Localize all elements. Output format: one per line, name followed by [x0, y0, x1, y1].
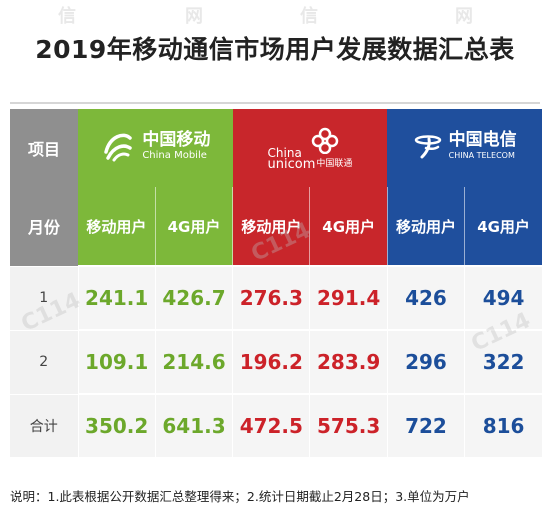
cu-mobile-total-cell: 472.5: [232, 393, 310, 457]
cm-4g-cell: 426.7: [154, 265, 233, 330]
cm-mobile-cell: 241.1: [77, 265, 156, 330]
cu-4g-total-cell: 575.3: [309, 393, 388, 457]
footnote: 说明：1.此表根据公开数据汇总整理得来；2.统计日期截止2月28日；3.单位为万…: [10, 489, 470, 504]
cm-mobile-cell: 109.1: [77, 329, 156, 394]
total-label-cell: 合计: [10, 393, 78, 457]
ct-mobile-users-header: 移动用户: [386, 187, 465, 266]
china-mobile-cn: 中国移动: [142, 129, 211, 150]
watermark: 信: [300, 6, 318, 27]
china-unicom-logo-group: China unicom 中国联通: [267, 126, 353, 172]
watermark: 网: [185, 6, 203, 27]
ct-4g-cell: 322: [464, 329, 542, 394]
table-row-total: 合计 350.2 641.3 472.5 575.3 722 816: [10, 393, 542, 457]
china-telecom-logo-group: 中国电信 CHINA TELECOM: [413, 131, 517, 162]
ct-mobile-total-cell: 722: [386, 393, 465, 457]
cu-mobile-cell: 276.3: [232, 265, 310, 330]
table-row: 1 241.1 426.7 276.3 291.4 426 494: [10, 265, 542, 330]
china-mobile-header: 中国移动 China Mobile: [78, 109, 233, 187]
ct-mobile-cell: 426: [386, 265, 465, 330]
cm-mobile-total-cell: 350.2: [77, 393, 156, 457]
month-label: 月份: [10, 187, 78, 266]
ct-4g-cell: 494: [464, 265, 542, 330]
china-telecom-cn: 中国电信: [448, 129, 517, 150]
cm-mobile-users-header: 移动用户: [78, 187, 156, 266]
cu-4g-users-header: 4G用户: [309, 187, 388, 266]
china-mobile-logo-group: 中国移动 China Mobile: [100, 128, 210, 164]
sub-header-row: 月份 移动用户 4G用户 移动用户 4G用户 移动用户 4G用户: [10, 187, 542, 266]
table-row: 2 109.1 214.6 196.2 283.9 296 322: [10, 329, 542, 394]
cm-4g-users-header: 4G用户: [154, 187, 233, 266]
china-unicom-header: China unicom 中国联通: [232, 109, 388, 187]
china-unicom-cn: 中国联通: [316, 159, 353, 169]
data-table: 项目 中国移动 China Mobile: [10, 109, 542, 457]
cu-4g-cell: 291.4: [309, 265, 388, 330]
page-title: 2019年移动通信市场用户发展数据汇总表: [35, 35, 515, 64]
china-telecom-en: CHINA TELECOM: [448, 150, 515, 160]
cm-4g-total-cell: 641.3: [154, 393, 233, 457]
ct-4g-users-header: 4G用户: [464, 187, 542, 266]
month-cell: 2: [10, 329, 78, 394]
cu-4g-cell: 283.9: [309, 329, 388, 394]
china-telecom-header: 中国电信 CHINA TELECOM: [387, 109, 542, 187]
cm-4g-cell: 214.6: [154, 329, 233, 394]
cu-mobile-users-header: 移动用户: [232, 187, 310, 266]
china-unicom-knot-logo: [311, 127, 339, 154]
china-unicom-en-b: unicom: [267, 157, 316, 172]
china-mobile-logo: [104, 133, 133, 162]
header-row: 项目 中国移动 China Mobile: [10, 109, 542, 187]
month-cell: 1: [10, 265, 78, 330]
ct-4g-total-cell: 816: [464, 393, 542, 457]
china-telecom-logo: [414, 135, 441, 159]
china-unicom-en-a: China: [267, 146, 302, 160]
title-divider: [10, 102, 540, 104]
item-label: 项目: [10, 109, 78, 187]
watermark: 网: [455, 6, 473, 27]
cu-mobile-cell: 196.2: [232, 329, 310, 394]
china-mobile-en: China Mobile: [142, 149, 207, 161]
ct-mobile-cell: 296: [386, 329, 465, 394]
watermark: 信: [58, 6, 76, 27]
